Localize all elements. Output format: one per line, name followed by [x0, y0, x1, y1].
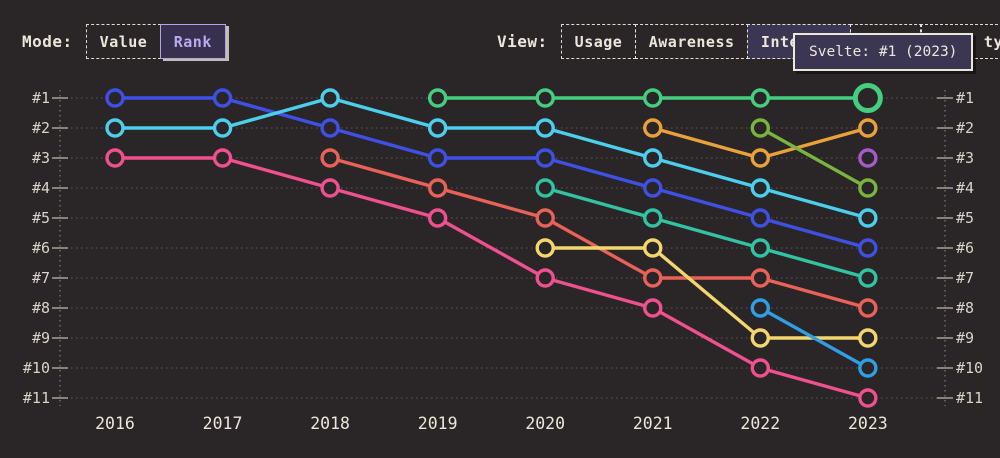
data-point-orange-2023[interactable]: [858, 118, 878, 138]
series-line-salmon[interactable]: [328, 156, 870, 310]
data-point-indigo-2018[interactable]: [320, 118, 340, 138]
data-point-salmon-2019[interactable]: [427, 178, 448, 198]
data-point-indigo-2016[interactable]: [105, 88, 125, 108]
data-point-cyan-2016[interactable]: [105, 118, 125, 138]
year-label: 2018: [310, 414, 350, 433]
data-point-lime-2023[interactable]: [858, 178, 878, 198]
left-rank-label: #10: [23, 359, 50, 377]
data-point-pink-2020[interactable]: [535, 268, 555, 288]
year-label: 2019: [418, 414, 458, 433]
data-point-yellow-2020[interactable]: [535, 238, 555, 258]
data-point-cyan-2020[interactable]: [535, 118, 555, 138]
data-point-teal-2023[interactable]: [858, 268, 878, 288]
data-point-teal-2020[interactable]: [535, 178, 555, 198]
view-awareness-button[interactable]: Awareness: [634, 24, 749, 59]
data-point-salmon-2020[interactable]: [535, 208, 555, 228]
right-rank-label: #2: [956, 119, 974, 137]
data-point-sky-2023[interactable]: [858, 358, 878, 378]
data-point-svelte-green-2021[interactable]: [643, 88, 663, 108]
data-point-pink-2022[interactable]: [750, 358, 770, 378]
data-point-teal-2022[interactable]: [750, 238, 770, 258]
right-rank-label: #4: [956, 179, 974, 197]
data-point-pink-2019[interactable]: [427, 208, 448, 228]
left-rank-label: #8: [32, 299, 50, 317]
mode-label: Mode:: [22, 32, 73, 51]
data-point-cyan-2017[interactable]: [212, 118, 233, 138]
series-line-teal[interactable]: [543, 186, 870, 280]
data-point-indigo-2022[interactable]: [750, 208, 770, 228]
data-point-svelte-green-2023[interactable]: [852, 83, 883, 113]
year-label: 2022: [740, 414, 780, 433]
data-point-purple-2023[interactable]: [858, 148, 878, 168]
series-line-indigo[interactable]: [113, 96, 870, 250]
mode-rank-button[interactable]: Rank: [159, 24, 226, 59]
data-point-indigo-2019[interactable]: [427, 148, 448, 168]
series-line-lime[interactable]: [758, 126, 870, 190]
right-rank-label: #9: [956, 329, 974, 347]
data-point-yellow-2021[interactable]: [643, 238, 663, 258]
data-point-teal-2021[interactable]: [643, 208, 663, 228]
data-point-cyan-2022[interactable]: [750, 178, 770, 198]
data-point-orange-2022[interactable]: [750, 148, 770, 168]
data-point-svelte-green-2020[interactable]: [535, 88, 555, 108]
right-rank-label: #7: [956, 269, 974, 287]
left-rank-label: #6: [32, 239, 50, 257]
year-label: 2023: [848, 414, 888, 433]
view-label: View:: [497, 32, 548, 51]
data-point-cyan-2019[interactable]: [427, 118, 448, 138]
right-rank-label: #8: [956, 299, 974, 317]
left-rank-label: #1: [32, 89, 50, 107]
data-point-salmon-2018[interactable]: [320, 148, 340, 168]
data-point-cyan-2021[interactable]: [643, 148, 663, 168]
right-rank-label: #5: [956, 209, 974, 227]
year-label: 2021: [633, 414, 673, 433]
series-line-sky[interactable]: [758, 306, 870, 370]
mode-control: Mode: Value Rank: [22, 24, 226, 59]
data-point-cyan-2023[interactable]: [858, 208, 878, 228]
year-label: 2016: [95, 414, 135, 433]
data-point-pink-2017[interactable]: [212, 148, 233, 168]
data-point-pink-2023[interactable]: [858, 388, 878, 408]
data-point-yellow-2023[interactable]: [858, 328, 878, 348]
year-label: 2017: [203, 414, 243, 433]
right-rank-label: #1: [956, 89, 974, 107]
right-rank-label: #11: [956, 389, 983, 407]
tooltip-text: Svelte: #1 (2023): [809, 44, 958, 60]
series-line-cyan[interactable]: [113, 96, 870, 220]
left-rank-label: #2: [32, 119, 50, 137]
data-point-sky-2022[interactable]: [750, 298, 770, 318]
data-point-indigo-2021[interactable]: [643, 178, 663, 198]
data-point-orange-2021[interactable]: [643, 118, 663, 138]
left-rank-label: #5: [32, 209, 50, 227]
left-rank-label: #4: [32, 179, 50, 197]
view-usage-button[interactable]: Usage: [560, 24, 637, 59]
right-rank-label: #3: [956, 149, 974, 167]
data-point-indigo-2020[interactable]: [535, 148, 555, 168]
data-point-indigo-2023[interactable]: [858, 238, 878, 258]
mode-value-button[interactable]: Value: [85, 24, 162, 59]
data-point-lime-2022[interactable]: [750, 118, 770, 138]
tooltip: Svelte: #1 (2023): [793, 33, 974, 71]
data-point-salmon-2023[interactable]: [858, 298, 878, 318]
data-point-salmon-2021[interactable]: [643, 268, 663, 288]
data-point-pink-2021[interactable]: [643, 298, 663, 318]
data-point-pink-2016[interactable]: [105, 148, 125, 168]
data-point-svelte-green-2022[interactable]: [750, 88, 770, 108]
data-point-yellow-2022[interactable]: [750, 328, 770, 348]
data-point-cyan-2018[interactable]: [320, 88, 340, 108]
left-rank-label: #7: [32, 269, 50, 287]
data-point-pink-2018[interactable]: [320, 178, 340, 198]
data-point-salmon-2022[interactable]: [750, 268, 770, 288]
data-point-svelte-green-2019[interactable]: [427, 88, 448, 108]
year-label: 2020: [525, 414, 565, 433]
left-rank-label: #11: [23, 389, 50, 407]
series-line-pink[interactable]: [113, 156, 870, 400]
right-rank-label: #6: [956, 239, 974, 257]
right-rank-label: #10: [956, 359, 983, 377]
data-point-indigo-2017[interactable]: [212, 88, 233, 108]
left-rank-label: #3: [32, 149, 50, 167]
left-rank-label: #9: [32, 329, 50, 347]
